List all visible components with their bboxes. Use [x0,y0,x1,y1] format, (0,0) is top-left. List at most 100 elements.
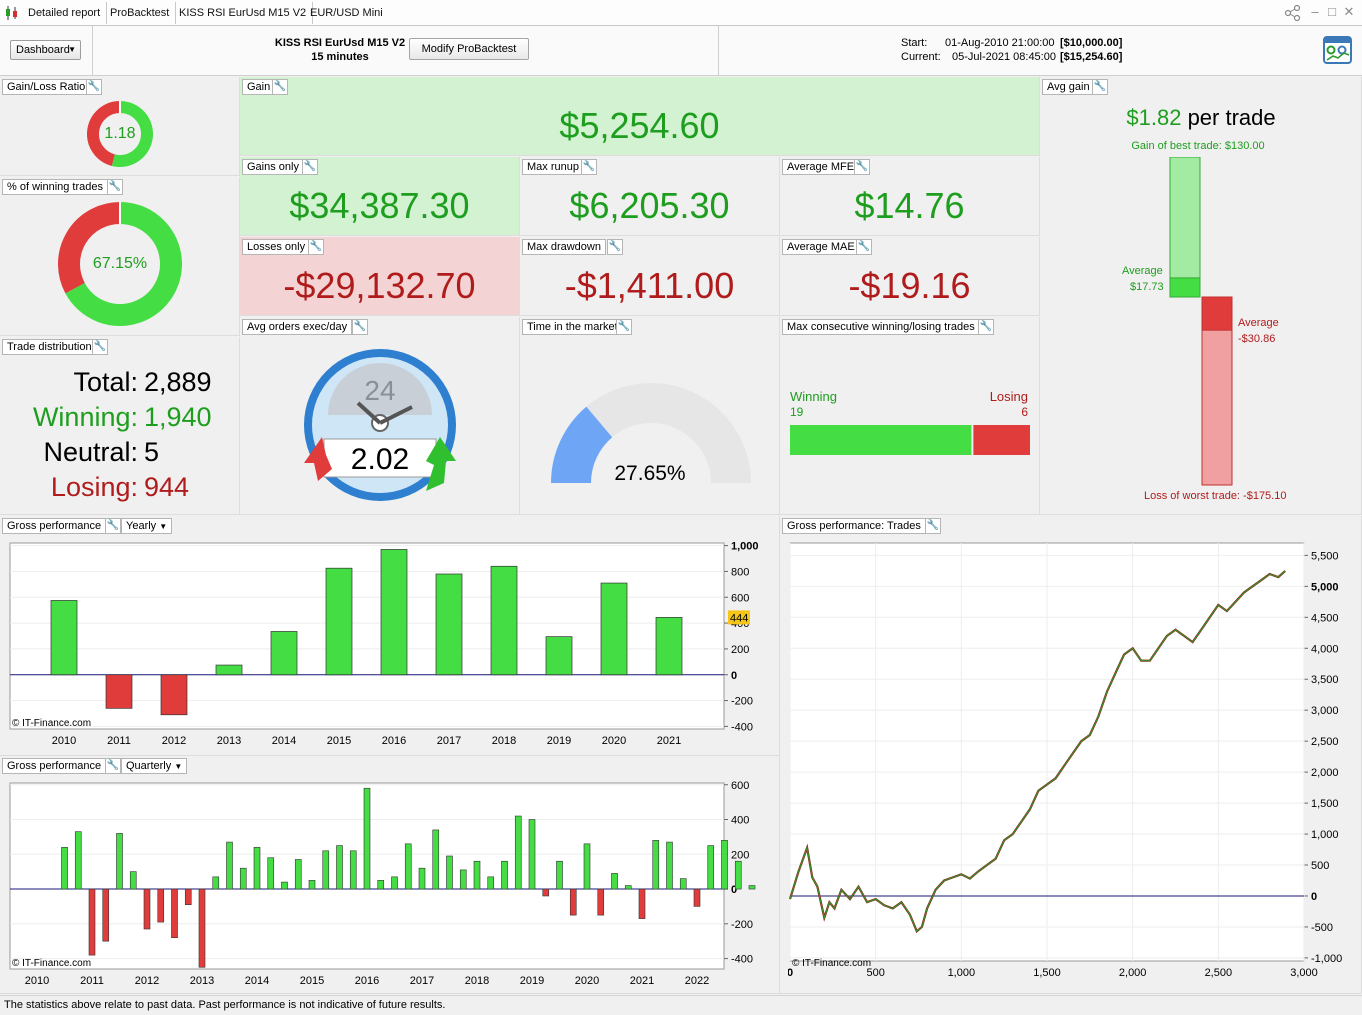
wrench-icon[interactable]: 🔧 [616,319,632,335]
wrench-icon[interactable]: 🔧 [607,239,623,255]
tab-detailed-report[interactable]: Detailed report [22,2,108,24]
max-drawdown-value: -$1,411.00 [564,265,735,306]
bar [102,888,110,942]
x-tick-label: 2021 [657,735,681,747]
bar [569,888,577,916]
candlestick-icon [6,6,17,20]
bar [50,600,78,676]
best-gain-bar [1169,157,1201,298]
time-in-market-value: 27.65% [614,462,686,485]
chevron-down-icon: ▼ [174,762,183,771]
losses-only-panel: Losses only 🔧 -$29,132.70 [240,237,520,316]
x-tick-label: 2015 [327,735,351,747]
maximize-icon[interactable]: □ [1328,4,1336,19]
wrench-icon[interactable]: 🔧 [105,518,121,534]
modify-probacktest-button[interactable]: Modify ProBacktest [409,38,529,60]
avg-gain-headline: $1.82 per trade [1040,105,1361,131]
bar [270,631,298,676]
panel-label: Avg gain [1042,79,1095,95]
wrench-icon[interactable]: 🔧 [581,159,597,175]
dashboard-dropdown[interactable]: Dashboard ▼ [10,40,81,60]
donut-loss-arc [87,101,121,166]
avg-pos-value: $17.73 [1130,281,1164,293]
winning-trades-donut [58,202,182,326]
avg-gain-panel: Avg gain 🔧 $1.82 per trade Gain of best … [1040,77,1362,515]
gain-panel: Gain 🔧 $5,254.60 [240,77,1040,156]
copyright-label: © IT-Finance.com [12,718,92,729]
clock-number: 24 [364,375,396,406]
x-tick-label: 2,000 [1119,967,1147,979]
bar [487,876,495,890]
bar [514,815,522,890]
bar [105,674,133,709]
bar [435,573,463,676]
wrench-icon[interactable]: 🔧 [856,239,872,255]
bar [253,847,261,890]
divider [92,26,93,76]
bar [501,860,508,890]
losing-streak-label: Losing [989,389,1028,404]
wrench-icon[interactable]: 🔧 [978,319,994,335]
x-tick-label: 2014 [245,975,269,987]
panel-label: Gross performance: Trades [782,518,926,534]
bar [116,833,123,890]
strategy-title: KISS RSI EurUsd M15 V2 [274,37,406,49]
y-tick-label: 600 [731,592,749,604]
wrench-icon[interactable]: 🔧 [105,758,121,774]
y-tick-label: 2,500 [1311,736,1339,748]
quarterly-bar-chart: -400 -200 0 200 400 600 2010 2011 2012 2013 2014 20… [9,781,756,987]
bar [666,841,673,890]
avg-gain-bars [1169,157,1233,486]
x-tick-label: 2019 [547,735,571,747]
wrench-icon[interactable]: 🔧 [352,319,368,335]
wrench-icon[interactable]: 🔧 [925,518,941,534]
donut-loss-arc [58,202,121,294]
donut-win-arc [65,202,182,326]
minimize-icon[interactable]: – [1311,4,1319,19]
wrench-icon[interactable]: 🔧 [107,179,123,195]
gain-value: $5,254.60 [559,105,720,146]
average-gain-bar [1169,277,1201,298]
bar [597,888,605,916]
wrench-icon[interactable]: 🔧 [92,339,108,355]
bar [61,847,68,890]
gain-loss-donut [87,101,153,167]
wrench-icon[interactable]: 🔧 [302,159,318,175]
wrench-icon[interactable]: 🔧 [272,79,288,95]
x-tick-label: 2011 [107,735,131,747]
wrench-icon[interactable]: 🔧 [1092,79,1108,95]
worst-trade-label: Loss of worst trade: -$175.10 [1144,490,1287,502]
bar [611,873,618,890]
max-runup-panel: Max runup 🔧 $6,205.30 [520,157,780,236]
bar [446,855,453,890]
y-tick-label: -200 [731,919,753,931]
bar [88,888,96,956]
period-dropdown-yearly[interactable]: Yearly ▼ [121,518,173,534]
bar [693,888,701,907]
close-icon[interactable]: ✕ [1343,4,1355,19]
wrench-icon[interactable]: 🔧 [86,79,102,95]
tab-probacktest[interactable]: ProBacktest [104,2,177,24]
divider [718,26,719,76]
bar [583,843,591,890]
copyright-label: © IT-Finance.com [12,958,92,969]
trade-distribution-panel: Trade distribution 🔧 Total: 2,889 Winnin… [0,337,240,515]
period-dropdown-quarterly[interactable]: Quarterly ▼ [121,758,188,774]
bar [490,565,518,676]
tab-instrument[interactable]: EUR/USD Mini [310,7,383,19]
wrench-icon[interactable]: 🔧 [854,159,870,175]
bar [325,567,353,676]
y-tick-label: 1,000 [731,541,759,553]
bar [556,860,563,890]
tab-strategy[interactable]: KISS RSI EurUsd M15 V2 [173,2,314,24]
y-tick-label: 2,000 [1311,767,1339,779]
x-tick-label: 2,500 [1205,967,1233,979]
bar [545,636,573,676]
bar [432,829,440,890]
y-tick-label: 600 [731,781,749,792]
wrench-icon[interactable]: 🔧 [308,239,324,255]
panel-label: Max runup [522,159,584,175]
panel-label: % of winning trades [2,179,108,195]
share-icon[interactable] [1284,4,1302,22]
report-settings-icon[interactable] [1322,34,1354,66]
